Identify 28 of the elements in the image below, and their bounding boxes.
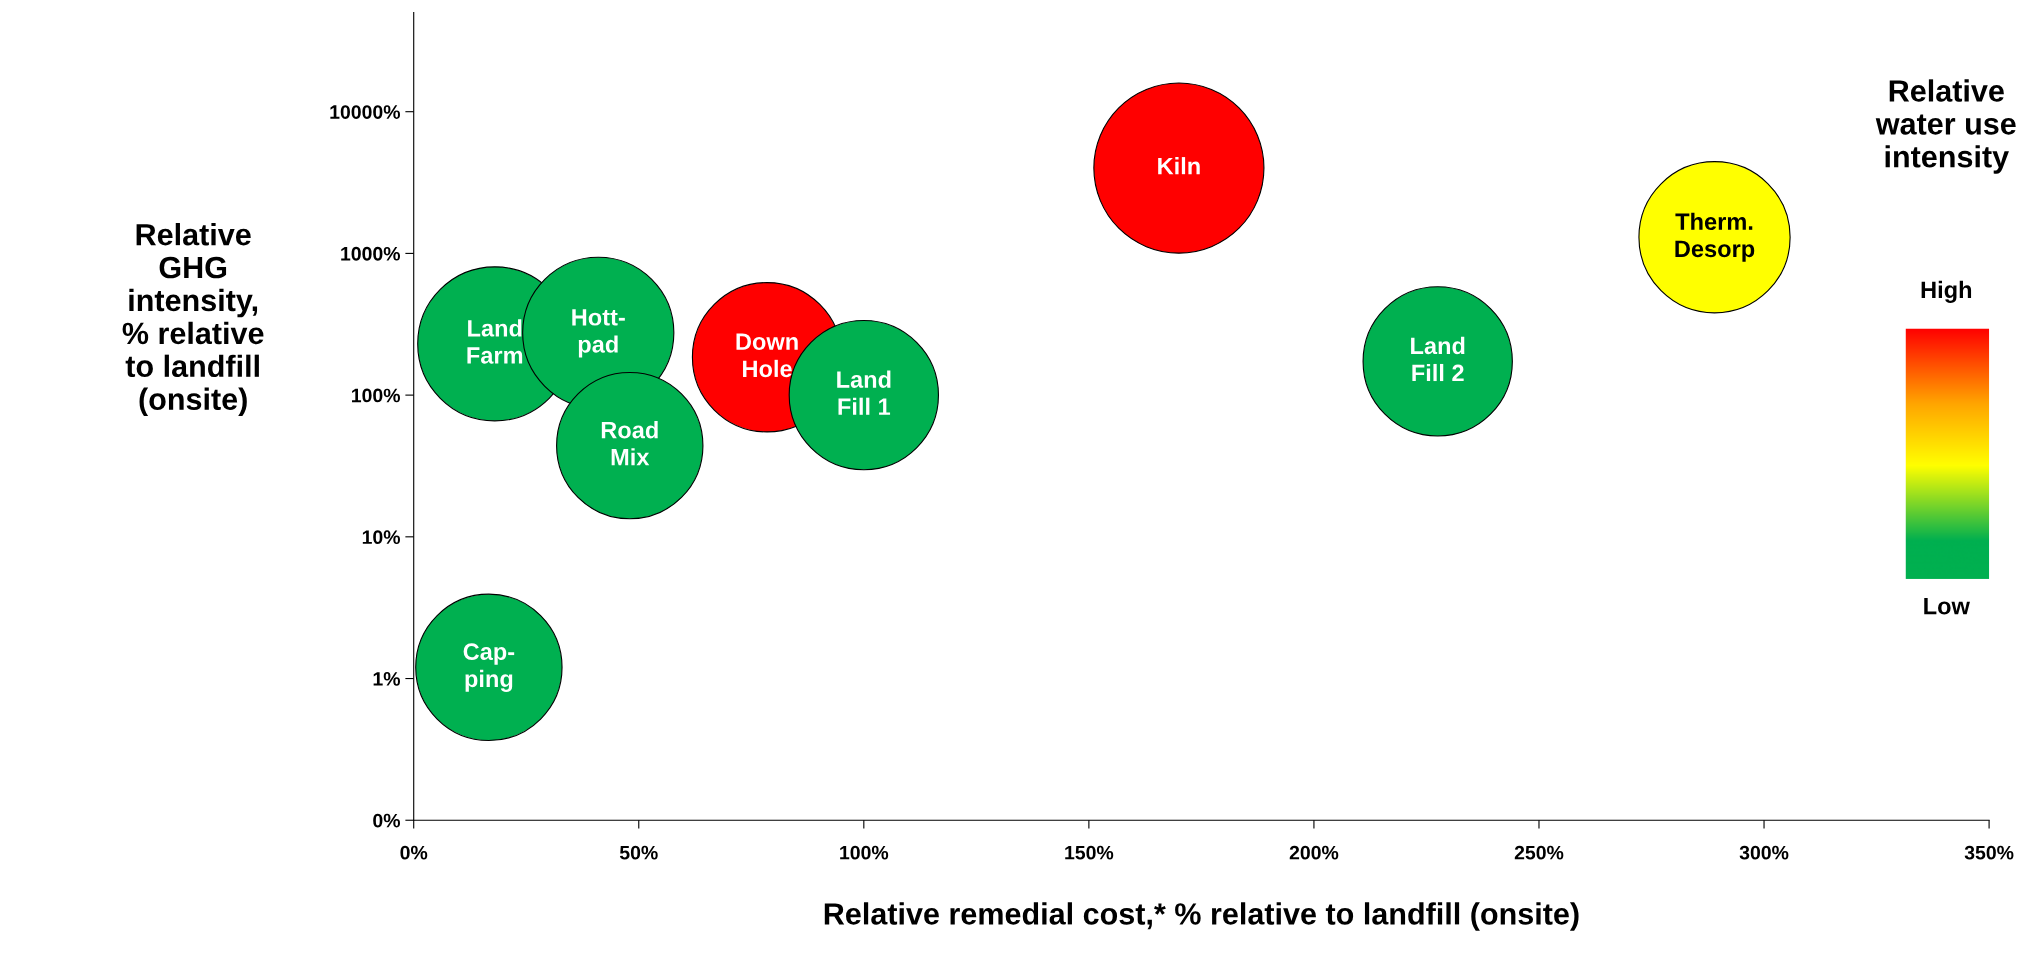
- y-axis-title: Relative GHG intensity, % relative to landfill (onsite): [122, 223, 264, 417]
- annotation: Kiln: [1158, 157, 1200, 175]
- x-tick-label: 150%: [1065, 845, 1114, 860]
- x-tick-label: 350%: [1964, 845, 2014, 860]
- annotation: Cap- ping: [463, 643, 515, 692]
- annotation: Down Hole: [736, 333, 798, 378]
- annotation: Relative water use intensity: [1875, 79, 2016, 174]
- x-tick-label: 200%: [1289, 845, 1339, 860]
- x-tick-label: 100%: [840, 845, 889, 860]
- annotation: High: [1921, 280, 1972, 303]
- y-tick-label: 1%: [373, 672, 401, 686]
- annotation: Low: [1924, 597, 1970, 615]
- annotation: Hott- pad: [572, 309, 625, 358]
- annotation: Therm. Desorp: [1675, 212, 1755, 262]
- annotation: Land Fill 2: [1411, 336, 1465, 382]
- y-tick-label: 1000%: [341, 246, 401, 261]
- y-tick-label: 0%: [373, 813, 401, 828]
- annotation: Land Fill 1: [837, 370, 891, 415]
- annotation: Road Mix: [601, 421, 658, 466]
- x-tick-label: 50%: [619, 845, 658, 860]
- x-axis-title: Relative remedial cost,* % relative to landfill (onsite): [824, 902, 1579, 931]
- x-tick-label: 250%: [1514, 845, 1564, 860]
- y-tick-label: 10000%: [330, 105, 401, 119]
- y-tick-label: 10%: [362, 530, 401, 545]
- x-tick-label: 300%: [1739, 845, 1789, 860]
- x-tick-label: 0%: [400, 845, 428, 860]
- y-tick-label: 100%: [352, 388, 401, 403]
- annotation: Land Farm: [467, 319, 523, 364]
